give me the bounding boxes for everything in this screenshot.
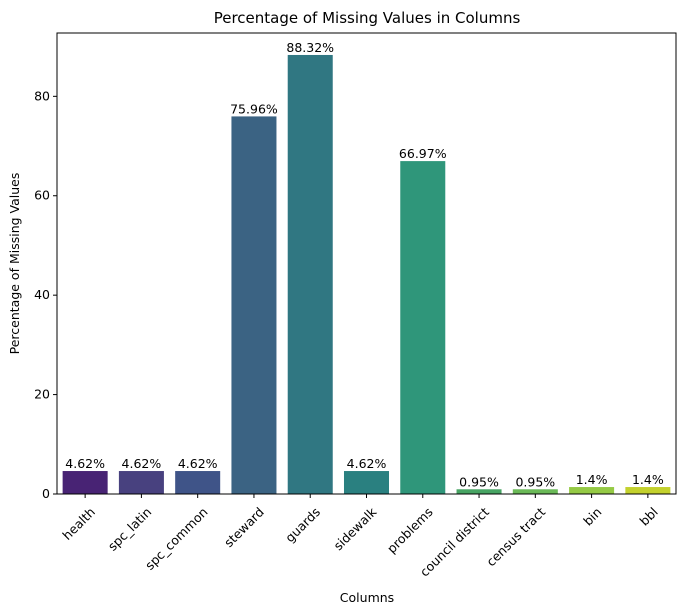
x-axis-label: Columns xyxy=(340,590,394,605)
x-tick-label-steward: steward xyxy=(221,504,267,550)
x-tick-label-bin: bin xyxy=(580,504,604,528)
bars-group xyxy=(62,54,671,495)
value-label-spc-latin: 4.62% xyxy=(122,456,162,471)
bar-sidewalk xyxy=(343,471,390,494)
value-labels-group: 4.62% 4.62% 4.62% 75.96% 88.32% 4.62% 66.97% 0.… xyxy=(65,40,664,489)
bar-health xyxy=(62,471,108,494)
value-label-council-district: 0.95% xyxy=(459,474,499,489)
x-tick-label-bbl: bbl xyxy=(636,504,660,528)
bar-steward xyxy=(231,116,277,495)
value-label-bin: 1.4% xyxy=(576,472,608,487)
x-tick-label-guards: guards xyxy=(282,504,323,545)
bar-guards xyxy=(287,54,333,495)
y-tick-label: 80 xyxy=(34,88,50,103)
bar-census-tract xyxy=(512,489,558,494)
y-tick-label: 60 xyxy=(34,188,50,203)
value-label-steward: 75.96% xyxy=(230,101,278,116)
bar-spc-latin xyxy=(118,471,164,494)
bar-bin xyxy=(569,487,615,494)
value-label-health: 4.62% xyxy=(65,456,105,471)
y-axis-label: Percentage of Missing Values xyxy=(7,173,22,355)
value-label-census-tract: 0.95% xyxy=(515,474,555,489)
plot-frame xyxy=(56,32,677,495)
x-tick-label-census-tract: census tract xyxy=(483,504,548,569)
x-tick-label-problems: problems xyxy=(384,504,436,556)
x-tick-label-spc-latin: spc_latin xyxy=(105,504,154,553)
value-label-bbl: 1.4% xyxy=(632,472,664,487)
value-label-spc-common: 4.62% xyxy=(178,456,218,471)
x-tick-label-health: health xyxy=(59,504,98,543)
bar-council-district xyxy=(456,489,502,494)
x-tick-label-sidewalk: sidewalk xyxy=(330,504,379,553)
value-label-problems: 66.97% xyxy=(399,146,447,161)
bar-spc-common xyxy=(175,471,221,494)
bar-bbl xyxy=(625,487,671,494)
y-axis: 0 20 40 60 80 xyxy=(34,88,57,501)
y-tick-label: 20 xyxy=(34,387,50,402)
chart-title: Percentage of Missing Values in Columns xyxy=(214,9,521,27)
bar-problems xyxy=(400,161,446,495)
value-label-sidewalk: 4.62% xyxy=(347,456,387,471)
y-tick-label: 0 xyxy=(42,486,50,501)
y-tick-label: 40 xyxy=(34,287,50,302)
value-label-guards: 88.32% xyxy=(286,40,334,55)
